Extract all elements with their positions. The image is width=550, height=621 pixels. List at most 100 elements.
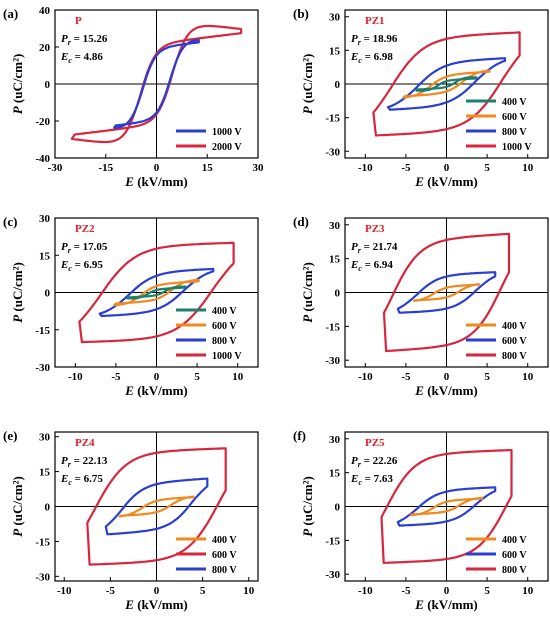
remanent-polarization-label: Pr = 15.26 bbox=[61, 33, 108, 47]
y-tick-label: 40 bbox=[39, 5, 51, 17]
y-tick-label: -30 bbox=[325, 355, 340, 367]
x-tick-label: 15 bbox=[202, 162, 214, 174]
legend-label: 1000 V bbox=[502, 142, 532, 153]
loop-600v bbox=[113, 278, 200, 307]
y-tick-label: 0 bbox=[45, 502, 51, 514]
coercive-field-label: Ec = 6.94 bbox=[350, 259, 393, 273]
y-tick-label: 30 bbox=[329, 434, 341, 446]
sample-name: PZ1 bbox=[365, 15, 385, 27]
y-tick-label: 0 bbox=[335, 288, 341, 300]
panel-e: -10 -5 0 5 10 -30 -15 0 15 30 E (kV/mm) P (uC/cm²) (… bbox=[3, 428, 259, 612]
y-tick-label: 30 bbox=[39, 432, 51, 444]
y-tick-label: 15 bbox=[39, 250, 51, 262]
x-tick-label: -5 bbox=[401, 585, 411, 597]
sample-name: PZ2 bbox=[75, 223, 95, 235]
x-axis-label: E (kV/mm) bbox=[414, 174, 477, 189]
loop-400v bbox=[412, 283, 481, 302]
x-tick-label: -5 bbox=[401, 162, 411, 174]
y-tick-label: 0 bbox=[335, 502, 341, 514]
legend-label: 800 V bbox=[502, 351, 527, 362]
legend-label: 1000 V bbox=[212, 127, 242, 138]
legend-label: 800 V bbox=[502, 565, 527, 576]
legend-label: 400 V bbox=[502, 321, 527, 332]
coercive-field-label: Ec = 6.75 bbox=[60, 473, 103, 487]
panel-f: -10 -5 0 5 10 -30 -15 0 15 30 E (kV/mm) P (uC/cm²) (… bbox=[293, 428, 549, 612]
y-tick-label: 0 bbox=[335, 79, 341, 91]
y-tick-label: 30 bbox=[39, 213, 51, 225]
y-tick-label: -30 bbox=[325, 146, 340, 158]
panel-letter: (b) bbox=[293, 6, 309, 21]
y-tick-label: -30 bbox=[325, 569, 340, 581]
y-axis-label: P (uC/cm²) bbox=[10, 54, 25, 115]
x-tick-label: 5 bbox=[484, 585, 490, 597]
legend-label: 800 V bbox=[212, 565, 237, 576]
x-tick-label: 0 bbox=[444, 162, 450, 174]
legend-label: 800 V bbox=[502, 127, 527, 138]
remanent-polarization-label: Pr = 22.26 bbox=[351, 455, 398, 469]
y-tick-label: 15 bbox=[329, 45, 341, 57]
sample-name: PZ4 bbox=[75, 437, 95, 449]
remanent-polarization-label: Pr = 18.96 bbox=[351, 33, 398, 47]
x-tick-label: -5 bbox=[111, 371, 121, 383]
remanent-polarization-label: Pr = 17.05 bbox=[61, 241, 108, 255]
x-tick-label: -10 bbox=[358, 585, 373, 597]
coercive-field-label: Ec = 6.98 bbox=[350, 51, 393, 65]
x-tick-label: 0 bbox=[154, 585, 160, 597]
y-tick-label: -30 bbox=[35, 571, 50, 583]
loop-600v bbox=[402, 69, 491, 99]
panel-letter: (d) bbox=[293, 214, 309, 229]
y-tick-label: -30 bbox=[35, 362, 50, 374]
y-axis-label: P (uC/cm²) bbox=[10, 476, 25, 537]
loop-800v bbox=[98, 267, 215, 318]
x-tick-label: 5 bbox=[484, 371, 490, 383]
loop-1000v bbox=[113, 39, 200, 129]
y-tick-label: -15 bbox=[325, 535, 340, 547]
legend-label: 600 V bbox=[502, 336, 527, 347]
y-tick-label: 30 bbox=[329, 220, 341, 232]
panel-b: -10 -5 0 5 10 -30 -15 0 15 30 E (kV/mm) P (uC/cm²) (… bbox=[293, 6, 549, 189]
x-tick-label: 10 bbox=[522, 585, 534, 597]
panel-letter: (f) bbox=[293, 428, 306, 443]
loop-800v bbox=[382, 232, 511, 353]
x-tick-label: -10 bbox=[57, 585, 72, 597]
x-tick-label: 5 bbox=[200, 585, 206, 597]
panel-letter: (c) bbox=[3, 214, 17, 229]
panel-c: -10 -5 0 5 10 -30 -15 0 15 30 E (kV/mm) P (uC/cm²) (… bbox=[3, 213, 259, 398]
x-tick-label: 0 bbox=[444, 585, 450, 597]
loop-400v bbox=[415, 76, 478, 92]
x-tick-label: -10 bbox=[68, 371, 83, 383]
y-tick-label: 0 bbox=[45, 79, 51, 91]
loop-600v bbox=[396, 271, 497, 314]
loop-800v bbox=[380, 449, 513, 564]
sample-name: PZ3 bbox=[365, 223, 385, 235]
legend-label: 400 V bbox=[212, 535, 237, 546]
coercive-field-label: Ec = 4.86 bbox=[60, 51, 103, 65]
y-tick-label: 0 bbox=[45, 288, 51, 300]
x-tick-label: 0 bbox=[154, 371, 160, 383]
loop-600v bbox=[86, 447, 227, 566]
x-tick-label: 0 bbox=[154, 162, 160, 174]
sample-name: P bbox=[75, 15, 82, 27]
x-tick-label: -5 bbox=[106, 585, 116, 597]
y-axis-label: P (uC/cm²) bbox=[10, 262, 25, 323]
panel-d: -10 -5 0 5 10 -30 -15 0 15 30 E (kV/mm) P (uC/cm²) (… bbox=[293, 214, 549, 398]
legend-label: 400 V bbox=[502, 535, 527, 546]
panel-a: -30 -15 0 15 30 -40 -20 0 20 40 E (kV/mm) P (uC/cm²… bbox=[3, 5, 264, 189]
y-axis-label: P (uC/cm²) bbox=[300, 476, 315, 537]
x-axis-label: E (kV/mm) bbox=[124, 174, 187, 189]
x-tick-label: 30 bbox=[253, 162, 265, 174]
legend-label: 600 V bbox=[502, 550, 527, 561]
x-axis-label: E (kV/mm) bbox=[414, 597, 477, 612]
remanent-polarization-label: Pr = 22.13 bbox=[61, 455, 108, 469]
x-axis-label: E (kV/mm) bbox=[414, 383, 477, 398]
loop-1000v bbox=[78, 241, 235, 344]
x-tick-label: 10 bbox=[522, 371, 534, 383]
panel-letter: (a) bbox=[3, 6, 18, 21]
loop-800v bbox=[104, 477, 209, 536]
legend-label: 1000 V bbox=[212, 351, 242, 362]
x-tick-label: 5 bbox=[194, 371, 200, 383]
x-tick-label: 0 bbox=[444, 371, 450, 383]
loop-600v bbox=[396, 486, 497, 527]
legend-label: 2000 V bbox=[212, 142, 242, 153]
